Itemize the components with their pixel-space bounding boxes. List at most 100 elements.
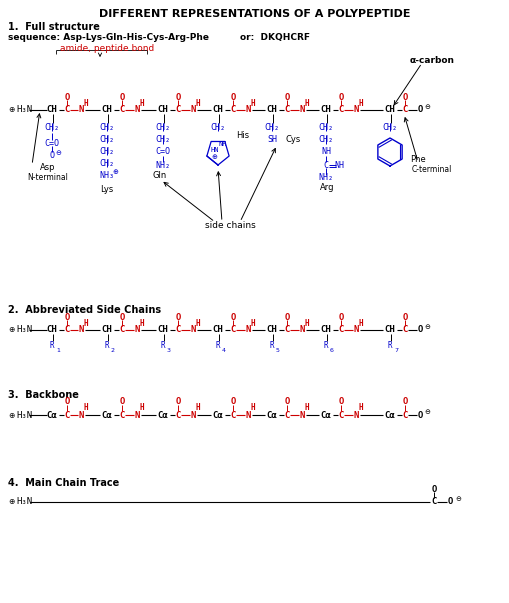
Text: amide, peptide bond: amide, peptide bond <box>60 44 154 53</box>
Text: Phe: Phe <box>410 156 426 165</box>
Text: CH: CH <box>213 326 223 335</box>
Text: H: H <box>305 98 309 107</box>
Text: α-carbon: α-carbon <box>410 56 455 65</box>
Text: 2: 2 <box>111 348 115 353</box>
Text: C: C <box>285 106 290 115</box>
Text: N: N <box>78 411 83 420</box>
Text: H: H <box>305 318 309 327</box>
Text: O: O <box>49 151 54 160</box>
Text: C=O: C=O <box>44 139 60 148</box>
Text: O: O <box>230 312 236 321</box>
Text: CH₂: CH₂ <box>99 124 115 133</box>
Text: C: C <box>175 106 181 115</box>
Text: N: N <box>78 106 83 115</box>
Text: C: C <box>119 106 125 115</box>
Text: N: N <box>134 326 139 335</box>
Text: Cα: Cα <box>267 411 277 420</box>
Text: 7: 7 <box>394 348 398 353</box>
Text: N: N <box>78 326 83 335</box>
Text: O: O <box>338 397 344 406</box>
Text: Cα: Cα <box>213 411 223 420</box>
Text: C: C <box>119 326 125 335</box>
Text: C: C <box>324 160 328 169</box>
Text: H: H <box>359 98 363 107</box>
Text: C-terminal: C-terminal <box>412 165 453 174</box>
Text: C: C <box>230 411 236 420</box>
Text: ⊕: ⊕ <box>211 154 217 160</box>
Text: 2.  Abbreviated Side Chains: 2. Abbreviated Side Chains <box>8 305 161 315</box>
Text: H: H <box>251 98 256 107</box>
Text: O: O <box>175 92 181 101</box>
Text: or:  DKQHCRF: or: DKQHCRF <box>240 33 310 42</box>
Text: H: H <box>83 318 89 327</box>
Text: O: O <box>64 397 70 406</box>
Text: Lys: Lys <box>100 186 114 195</box>
Text: NH₂: NH₂ <box>319 174 333 183</box>
Text: H: H <box>139 403 145 412</box>
Text: H: H <box>251 403 256 412</box>
Text: H₃N: H₃N <box>16 497 32 507</box>
Text: Gln: Gln <box>153 171 167 180</box>
Text: 3.  Backbone: 3. Backbone <box>8 390 79 400</box>
Text: N: N <box>353 106 359 115</box>
Text: O: O <box>417 106 422 115</box>
Text: C=O: C=O <box>156 148 171 157</box>
Text: H: H <box>195 318 201 327</box>
Text: Cα: Cα <box>385 411 395 420</box>
Text: N-terminal: N-terminal <box>27 172 68 182</box>
Text: O: O <box>447 497 453 507</box>
Text: 6: 6 <box>330 348 334 353</box>
Text: CH: CH <box>158 326 168 335</box>
Text: H₃N: H₃N <box>16 411 32 420</box>
Text: N: N <box>190 411 195 420</box>
Text: O: O <box>230 397 236 406</box>
Text: CH: CH <box>267 326 277 335</box>
Text: CH₂: CH₂ <box>99 136 115 145</box>
Text: O: O <box>175 397 181 406</box>
Text: R: R <box>216 341 220 350</box>
Text: O: O <box>119 397 125 406</box>
Text: CH₂: CH₂ <box>99 148 115 157</box>
Text: CH: CH <box>321 326 331 335</box>
Text: O: O <box>119 92 125 101</box>
Text: H: H <box>83 98 89 107</box>
Text: CH: CH <box>213 106 223 115</box>
Text: CH: CH <box>102 326 112 335</box>
Text: CH: CH <box>47 106 58 115</box>
Text: C: C <box>175 411 181 420</box>
Text: ⊖: ⊖ <box>424 104 430 110</box>
Text: C: C <box>338 411 344 420</box>
Text: O: O <box>285 92 290 101</box>
Text: C: C <box>64 411 70 420</box>
Text: C: C <box>338 106 344 115</box>
Text: H: H <box>83 403 89 412</box>
Text: CH: CH <box>385 326 395 335</box>
Text: C: C <box>230 106 236 115</box>
Text: CH: CH <box>385 106 395 115</box>
Text: C: C <box>402 411 408 420</box>
Text: H: H <box>139 98 145 107</box>
Text: C: C <box>402 106 408 115</box>
Text: CH: CH <box>267 106 277 115</box>
Text: O: O <box>431 484 437 493</box>
Text: Cα: Cα <box>47 411 58 420</box>
Text: H: H <box>359 403 363 412</box>
Text: CH₂: CH₂ <box>211 124 225 133</box>
Text: N: N <box>190 106 195 115</box>
Text: N: N <box>245 326 251 335</box>
Text: CH₂: CH₂ <box>99 160 115 168</box>
Text: R: R <box>388 341 392 350</box>
Text: 1.  Full structure: 1. Full structure <box>8 22 100 32</box>
Text: CH₂: CH₂ <box>44 124 60 133</box>
Text: NH: NH <box>321 148 331 157</box>
Text: O: O <box>230 92 236 101</box>
Text: 3: 3 <box>167 348 171 353</box>
Text: N: N <box>245 106 251 115</box>
Text: C: C <box>64 106 70 115</box>
Text: Arg: Arg <box>320 183 334 192</box>
Text: N: N <box>353 326 359 335</box>
Text: CH₂: CH₂ <box>319 124 333 133</box>
Text: ⊕: ⊕ <box>8 497 14 507</box>
Text: C: C <box>175 326 181 335</box>
Text: CH: CH <box>158 106 168 115</box>
